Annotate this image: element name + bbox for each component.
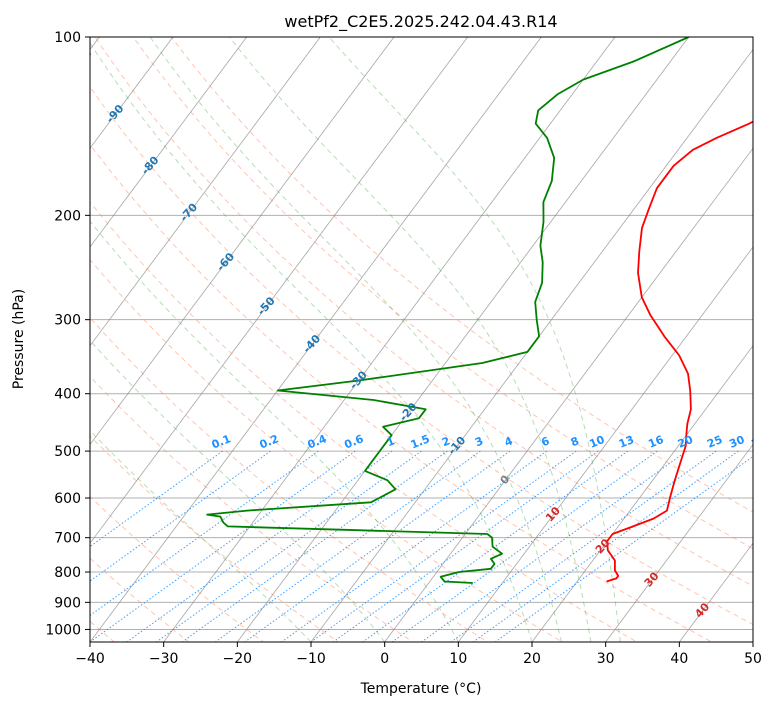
x-tick-label: −10 [296,651,326,667]
dry-adiabat [90,201,639,642]
moist-adiabat [149,37,562,642]
mixing-ratio-line [126,450,393,642]
mixing-ratio-label: 1.5 [409,432,432,451]
dewpoint-profile-line [206,37,690,584]
isotherm-line [384,147,753,642]
x-tick-label: 0 [380,651,389,667]
x-axis-label: Temperature (°C) [360,681,482,697]
mixing-ratio-label: 20 [676,433,695,451]
mixing-ratio-label: 36 [750,433,769,451]
x-tick-label: 40 [670,651,688,667]
isotherm-line [531,345,753,642]
mixing-ratio-label: 30 [727,433,746,451]
temperature-profile-line [606,120,753,583]
y-tick-label: 300 [54,313,81,329]
mixing-ratio-line [90,450,271,582]
isotherm-line [90,37,321,347]
mixing-ratio-label: 0.2 [258,432,281,451]
y-tick-label: 100 [54,30,81,46]
isotherm-label: -30 [347,368,370,392]
dry-adiabat [90,317,489,642]
y-tick-label: 200 [54,208,81,224]
isotherm-label: -40 [300,332,323,356]
isotherm-line [605,443,753,642]
isotherm-line [678,542,753,642]
dry-adiabat [132,37,753,550]
dry-adiabat [170,37,753,513]
x-tick-label: −40 [75,651,105,667]
y-axis-label: Pressure (hPa) [11,289,27,389]
dry-adiabat [90,258,564,642]
dry-adiabat [90,375,414,642]
mixing-ratio-label: 2 [440,434,452,449]
isotherm-line [90,37,174,149]
isotherm-label: -50 [255,294,278,318]
plot-frame [89,36,754,643]
x-tick-label: −20 [223,651,253,667]
mixing-ratio-label: 6 [539,434,551,449]
mixing-ratio-label: 3 [473,434,485,449]
isotherm-line [90,37,248,248]
x-tick-label: −30 [149,651,179,667]
x-tick-label: 50 [744,651,762,667]
mixing-ratio-label: 16 [646,433,665,451]
isotherm-label: 0 [498,472,513,487]
mixing-ratio-label: 25 [705,433,724,451]
isotherm-line [457,246,753,642]
chart-title: wetPf2_C2E5.2025.242.04.43.R14 [284,12,557,32]
dry-adiabat [90,557,190,642]
isotherm-line [90,37,469,544]
plot-area: -100-90-80-70-60-50-40-30-20-10010203040… [67,37,769,642]
isotherm-label: -70 [177,200,200,224]
x-tick-label: 20 [523,651,541,667]
isotherm-line [90,37,395,446]
isotherm-line [752,641,753,642]
y-tick-label: 600 [54,491,81,507]
dry-adiabat [94,37,753,587]
x-axis: −40 −30 −20 −10 0 10 20 30 40 50 [75,642,762,667]
isotherm-line [236,37,690,642]
y-tick-label: 400 [54,387,81,403]
y-tick-label: 800 [54,565,81,581]
mixing-ratio-line [332,450,599,642]
isotherm-line [90,37,542,642]
dry-adiabat [90,86,753,626]
mixing-ratio-label: 8 [569,434,581,449]
isotherm-line [163,37,616,642]
mixing-ratio-label: 1 [385,434,397,449]
isotherm-label: -60 [214,250,237,274]
mixing-ratio-label: 0.4 [306,432,329,451]
dry-adiabat [90,495,265,642]
isotherm-line [310,48,753,642]
x-tick-label: 10 [449,651,467,667]
y-tick-label: 500 [54,444,81,460]
dry-adiabat [90,143,713,642]
mixing-ratio-line [214,450,481,642]
isotherm-label: 40 [692,600,712,620]
moist-adiabat [90,220,459,642]
isotherm-label: -100 [67,46,95,75]
dry-adiabat [90,435,340,642]
mixing-ratio-line [90,450,319,617]
mixing-ratio-label: 4 [503,434,515,449]
isotherm-label: -90 [104,102,127,126]
x-tick-label: 30 [597,651,615,667]
y-axis: 100 200 300 400 500 600 700 800 900 1000 [45,30,90,638]
mixing-ratio-label: 0.1 [210,432,233,451]
mixing-ratio-label: 0.6 [342,432,365,451]
moist-adiabat [90,42,533,642]
moist-adiabat [90,339,386,642]
isotherm-label: -80 [139,153,162,177]
y-tick-label: 700 [54,531,81,547]
moist-adiabat [90,430,312,642]
mixing-ratio-label: 10 [587,433,606,451]
mixing-ratio-label: 13 [617,433,636,451]
y-tick-label: 900 [54,595,81,611]
isotherm-label: -20 [397,400,420,424]
moist-adiabat [328,37,621,642]
y-tick-label: 1000 [45,622,81,638]
